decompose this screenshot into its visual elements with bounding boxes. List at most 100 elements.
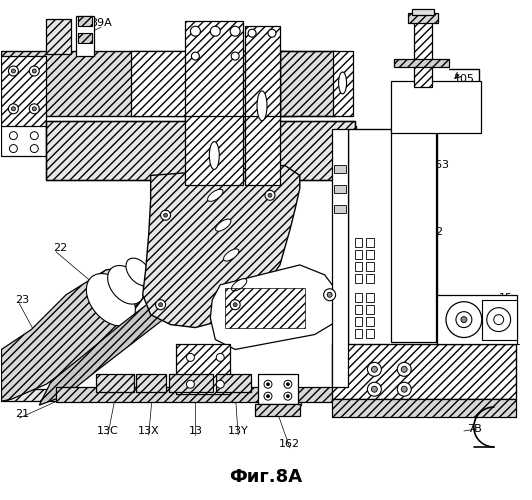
Bar	[331, 399, 516, 417]
Circle shape	[11, 107, 15, 111]
Bar	[2, 56, 46, 130]
Bar	[392, 128, 436, 342]
Bar	[482, 300, 517, 340]
Ellipse shape	[215, 219, 231, 231]
Polygon shape	[2, 265, 151, 401]
Circle shape	[487, 308, 511, 332]
Bar	[225, 288, 305, 328]
Circle shape	[231, 52, 239, 60]
Circle shape	[323, 289, 336, 300]
Circle shape	[461, 316, 467, 322]
Circle shape	[163, 213, 168, 217]
Bar	[408, 14, 438, 24]
Circle shape	[9, 66, 19, 76]
Text: 23: 23	[15, 294, 29, 304]
Polygon shape	[39, 262, 215, 405]
Bar	[76, 16, 94, 56]
Circle shape	[286, 394, 289, 398]
Bar	[354, 304, 362, 314]
Circle shape	[190, 26, 201, 36]
Bar	[245, 116, 280, 186]
Bar	[46, 120, 354, 180]
Bar	[367, 304, 375, 314]
Bar	[367, 238, 375, 247]
Circle shape	[265, 190, 275, 200]
Text: 162: 162	[279, 439, 301, 449]
Ellipse shape	[231, 278, 247, 291]
Bar	[176, 344, 230, 394]
Text: 161: 161	[339, 126, 361, 136]
Bar	[414, 20, 432, 87]
Circle shape	[11, 69, 15, 73]
Circle shape	[268, 194, 272, 198]
Bar	[169, 374, 213, 392]
Circle shape	[267, 394, 270, 398]
Circle shape	[32, 69, 36, 73]
Text: 12: 12	[423, 360, 437, 370]
Circle shape	[156, 300, 165, 310]
Circle shape	[192, 52, 200, 60]
Bar	[412, 10, 434, 16]
Bar	[136, 374, 165, 392]
Bar	[186, 116, 243, 186]
Circle shape	[446, 302, 482, 338]
Bar	[334, 186, 346, 194]
Ellipse shape	[257, 91, 267, 120]
Text: 39D: 39D	[280, 277, 303, 287]
Ellipse shape	[86, 274, 135, 326]
Circle shape	[264, 380, 272, 388]
Bar	[367, 316, 375, 326]
Bar	[46, 120, 354, 180]
Circle shape	[186, 354, 194, 362]
Bar	[56, 387, 345, 402]
Circle shape	[29, 66, 39, 76]
Ellipse shape	[126, 258, 152, 285]
Bar	[414, 20, 432, 87]
Bar	[2, 389, 339, 401]
Circle shape	[284, 392, 292, 400]
Circle shape	[401, 386, 407, 392]
Bar	[331, 128, 347, 387]
Circle shape	[30, 144, 38, 152]
Bar	[186, 22, 243, 120]
Text: 21: 21	[15, 409, 29, 419]
Ellipse shape	[107, 266, 144, 304]
Circle shape	[217, 380, 224, 388]
Text: 163: 163	[429, 160, 450, 170]
Text: Фиг.8А: Фиг.8А	[229, 468, 303, 485]
Bar	[96, 374, 134, 392]
Text: 41: 41	[215, 26, 229, 36]
Text: 13C: 13C	[97, 426, 119, 436]
Bar	[186, 116, 243, 186]
Circle shape	[401, 366, 407, 372]
Circle shape	[10, 132, 18, 140]
Bar	[367, 274, 375, 283]
Text: 13Y: 13Y	[228, 426, 248, 436]
Circle shape	[186, 380, 194, 388]
Circle shape	[284, 380, 292, 388]
Bar	[2, 51, 285, 116]
Text: 13X: 13X	[138, 426, 160, 436]
Ellipse shape	[223, 249, 239, 261]
Bar	[367, 328, 375, 338]
Circle shape	[397, 362, 411, 376]
Text: 24: 24	[268, 194, 282, 203]
Ellipse shape	[207, 189, 223, 202]
Bar	[176, 344, 230, 394]
Circle shape	[30, 132, 38, 140]
Text: 114: 114	[489, 316, 510, 326]
Circle shape	[29, 104, 39, 114]
Circle shape	[268, 29, 276, 37]
Text: 39A: 39A	[90, 18, 112, 28]
Bar	[217, 374, 251, 392]
Bar	[78, 33, 92, 43]
Circle shape	[397, 382, 411, 396]
Circle shape	[10, 144, 18, 152]
Bar	[354, 262, 362, 271]
Circle shape	[159, 302, 163, 306]
Text: 166: 166	[282, 399, 303, 409]
Bar	[392, 81, 481, 132]
Circle shape	[248, 29, 256, 37]
Circle shape	[217, 354, 224, 362]
Bar	[354, 293, 362, 302]
